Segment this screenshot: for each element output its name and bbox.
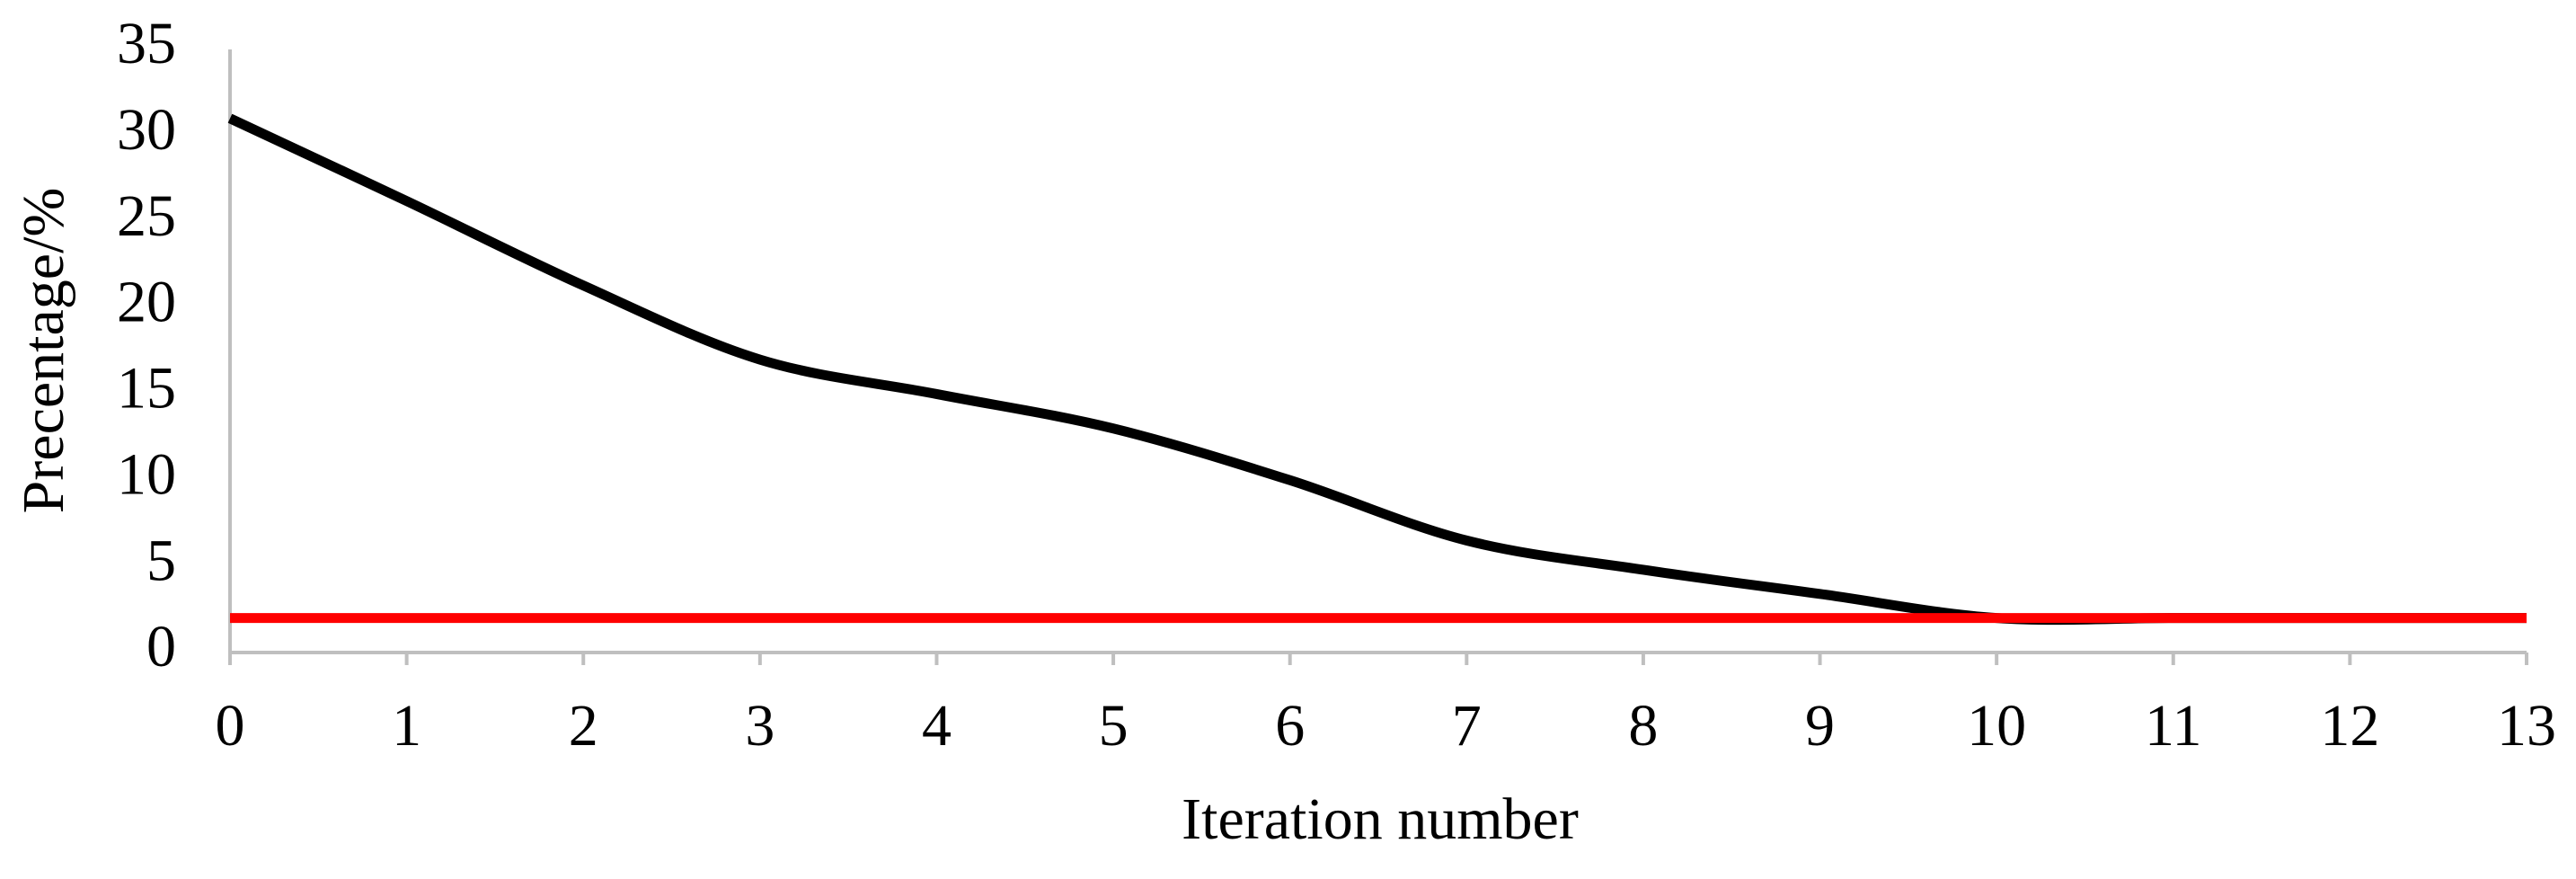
x-tick-label: 7 [1452, 693, 1482, 759]
x-tick-label: 8 [1628, 693, 1658, 759]
y-tick-label: 35 [117, 11, 176, 76]
x-tick-label: 0 [216, 693, 245, 759]
x-tick-label: 13 [2497, 693, 2556, 759]
x-tick-label: 2 [569, 693, 598, 759]
x-tick-label: 10 [1967, 693, 2026, 759]
y-tick-label: 5 [146, 528, 176, 593]
x-tick-label: 4 [922, 693, 952, 759]
y-tick-label: 20 [117, 270, 176, 335]
y-tick-label: 30 [117, 97, 176, 163]
y-tick-label: 10 [117, 441, 176, 507]
x-tick-label: 1 [392, 693, 421, 759]
line-series [227, 113, 2527, 626]
x-tick-label: 9 [1805, 693, 1835, 759]
y-tick-label: 15 [117, 356, 176, 422]
x-tick-label: 12 [2320, 693, 2379, 759]
x-tick-label: 5 [1099, 693, 1129, 759]
x-tick-label: 3 [745, 693, 775, 759]
y-tick-label: 0 [146, 614, 176, 679]
x-tick-label: 11 [2145, 693, 2202, 759]
y-axis-title: Precentage/% [11, 188, 76, 514]
x-tick-label: 6 [1275, 693, 1305, 759]
y-tick-label: 25 [117, 183, 176, 249]
x-axis-title: Iteration number [1182, 786, 1579, 852]
